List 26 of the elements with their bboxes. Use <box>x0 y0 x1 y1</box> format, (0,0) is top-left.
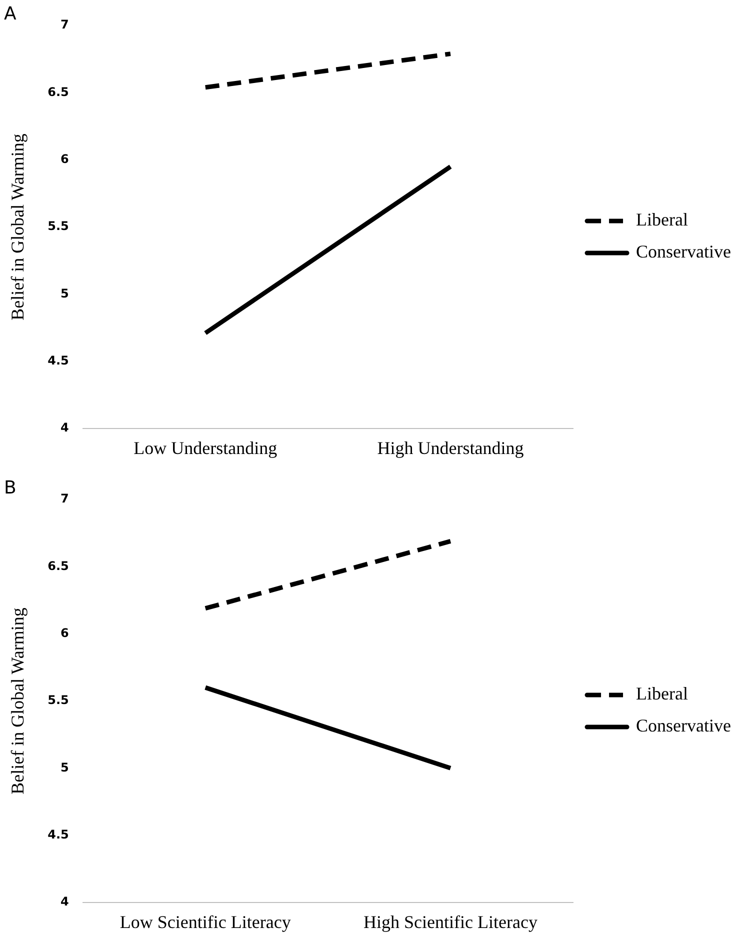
chart-title: A <box>4 3 17 24</box>
y-tick-label: 4 <box>60 894 69 909</box>
legend-label: Conservative <box>636 242 732 262</box>
y-tick-label: 6.5 <box>48 84 69 99</box>
y-tick-label: 7 <box>60 18 69 32</box>
chart-title: B <box>4 477 16 498</box>
y-tick-label: 6.5 <box>48 558 69 573</box>
x-tick-label: High Understanding <box>377 438 524 458</box>
legend-label: Conservative <box>636 716 732 736</box>
y-tick-label: 4.5 <box>48 827 69 842</box>
y-tick-label: 6 <box>60 152 69 166</box>
x-tick-label: Low Understanding <box>134 438 278 458</box>
y-axis-title: Belief in Global Warming <box>8 134 28 320</box>
legend-label: Liberal <box>636 684 688 704</box>
x-tick-label: High Scientific Literacy <box>364 912 538 932</box>
y-axis-title: Belief in Global Warming <box>8 608 28 794</box>
y-tick-label: 6 <box>60 626 69 640</box>
y-tick-label: 4.5 <box>48 353 69 368</box>
y-tick-label: 5.5 <box>48 693 69 708</box>
y-tick-label: 5.5 <box>48 219 69 234</box>
y-tick-label: 5 <box>60 286 69 300</box>
legend-label: Liberal <box>636 210 688 230</box>
y-tick-label: 5 <box>60 760 69 774</box>
x-tick-label: Low Scientific Literacy <box>120 912 291 932</box>
y-tick-label: 7 <box>60 492 69 506</box>
y-tick-label: 4 <box>60 420 69 435</box>
